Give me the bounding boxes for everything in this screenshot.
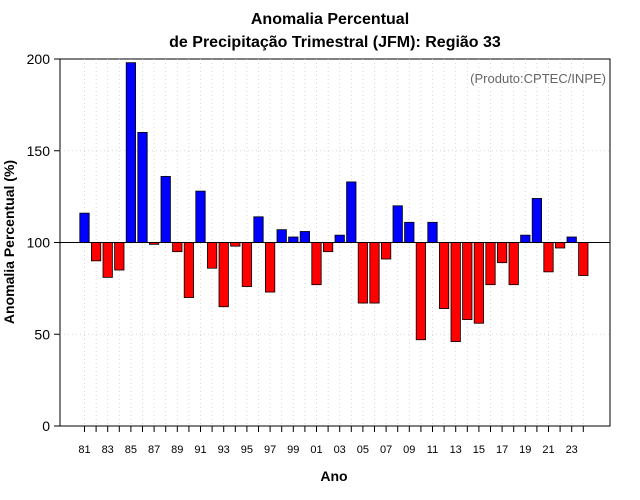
bar-93: [218, 242, 229, 308]
bar-09: [404, 221, 415, 243]
bar-81: [79, 212, 90, 243]
y-tick-label: 100: [27, 235, 51, 251]
chart-title-line2: de Precipitação Trimestral (JFM): Região…: [169, 34, 501, 51]
x-axis-title: Ano: [320, 468, 347, 484]
bar-85: [125, 62, 136, 243]
bar-10: [415, 242, 427, 341]
bar-82: [91, 242, 102, 262]
bar-22: [555, 242, 566, 249]
x-tick-label: 03: [334, 444, 346, 456]
bar-06: [369, 242, 380, 304]
bar-99: [288, 236, 299, 243]
y-tick-label: 0: [42, 418, 50, 434]
bar-21: [543, 242, 554, 273]
bar-08: [392, 205, 403, 243]
bar-98: [276, 229, 287, 243]
bar-88: [160, 176, 171, 243]
bar-84: [114, 242, 125, 271]
bar-16: [485, 242, 496, 286]
credit-label: (Produto:CPTEC/INPE): [470, 71, 606, 86]
y-tick-label: 200: [27, 51, 51, 67]
x-tick-label: 91: [194, 444, 206, 456]
bar-07: [380, 242, 392, 260]
bar-83: [102, 242, 113, 278]
bar-14: [462, 242, 473, 320]
bar-18: [508, 242, 519, 286]
x-tick-label: 09: [403, 444, 415, 456]
x-tick-label: 19: [519, 444, 531, 456]
bar-20: [531, 198, 543, 243]
bar-15: [473, 242, 485, 324]
x-tick-label: 13: [450, 444, 462, 456]
x-tick-label: 05: [357, 444, 369, 456]
bar-92: [206, 242, 218, 269]
bar-00: [299, 231, 311, 243]
bar-01: [311, 242, 322, 286]
x-tick-label: 17: [496, 444, 508, 456]
x-axis-ticks: 81 83 85 87 89 91 93 95 97 99 01 03 05 07 09 11 13 15 17 19…: [78, 426, 584, 456]
bar-19: [520, 234, 531, 243]
x-tick-label: 95: [241, 444, 253, 456]
bar-group: [79, 62, 589, 342]
x-tick-label: 97: [264, 444, 276, 456]
bar-89: [172, 242, 183, 253]
bar-02: [322, 242, 334, 253]
bar-12: [438, 242, 450, 309]
x-tick-label: 89: [171, 444, 183, 456]
bar-04: [346, 181, 357, 243]
bar-96: [253, 216, 264, 243]
chart-title-line1: Anomalia Percentual: [251, 11, 409, 28]
bar-90: [183, 242, 194, 298]
y-axis-title: Anomalia Percentual (%): [1, 160, 17, 324]
bar-97: [264, 242, 276, 293]
bar-23: [566, 236, 577, 243]
x-tick-label: 21: [542, 444, 554, 456]
y-tick-label: 150: [27, 143, 51, 159]
bar-17: [496, 242, 508, 264]
x-tick-label: 81: [78, 444, 90, 456]
bar-11: [427, 221, 438, 243]
x-tick-label: 93: [218, 444, 230, 456]
x-tick-label: 99: [287, 444, 299, 456]
bar-24: [578, 242, 589, 276]
bar-03: [334, 234, 345, 243]
bar-94: [230, 242, 241, 247]
x-tick-label: 83: [102, 444, 114, 456]
bar-13: [450, 242, 461, 342]
bar-86: [137, 131, 148, 243]
y-axis-ticks: 0 50 100 150 200: [27, 51, 60, 434]
x-tick-label: 07: [380, 444, 392, 456]
y-tick-label: 50: [34, 326, 50, 342]
x-tick-label: 23: [566, 444, 578, 456]
bar-95: [241, 242, 252, 287]
x-tick-label: 15: [473, 444, 485, 456]
bar-91: [195, 190, 206, 243]
bar-05: [357, 242, 369, 304]
x-tick-label: 85: [125, 444, 137, 456]
x-tick-label: 01: [310, 444, 322, 456]
x-tick-label: 11: [427, 444, 438, 456]
x-tick-label: 87: [148, 444, 160, 456]
